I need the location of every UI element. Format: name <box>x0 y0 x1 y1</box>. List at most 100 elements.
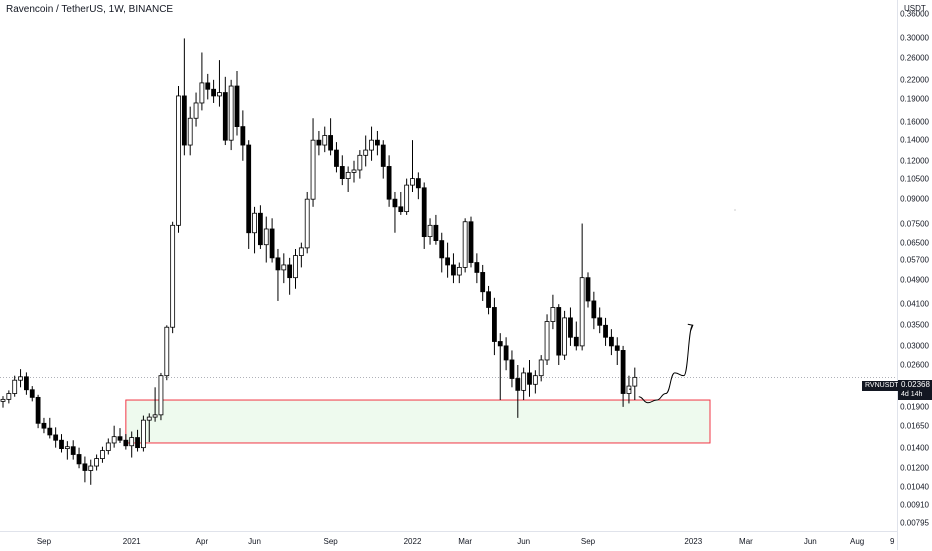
candle-body-up <box>281 264 287 271</box>
candle <box>181 38 187 156</box>
price-tick-label: 0.12000 <box>900 156 929 166</box>
candle <box>100 446 105 463</box>
candle-body-up <box>199 82 205 104</box>
candle <box>509 350 515 388</box>
candle <box>480 264 486 301</box>
candle <box>88 459 94 485</box>
candle-body-down <box>374 139 380 146</box>
candle-body-up <box>18 376 23 381</box>
candle-body-up <box>0 398 6 402</box>
last-price-value: 0.02368 <box>901 380 930 389</box>
candle-body-up <box>88 465 94 471</box>
candle-body-down <box>609 336 614 347</box>
candle <box>135 429 140 452</box>
candle-body-down <box>328 135 334 151</box>
price-tick-label: 0.00795 <box>900 518 929 528</box>
candle-body-down <box>585 277 591 302</box>
candle-body-up <box>217 92 222 97</box>
candle <box>620 345 626 407</box>
chart-area[interactable] <box>0 0 897 531</box>
candle <box>287 257 293 295</box>
candle-body-down <box>614 345 620 351</box>
candle-body-down <box>53 434 59 441</box>
candle <box>345 166 351 192</box>
time-tick-label: Mar <box>739 537 753 546</box>
candle-body-down <box>240 126 246 146</box>
price-tick-label: 0.00910 <box>900 500 929 510</box>
symbol-tag: RVNUSDT <box>862 381 902 391</box>
price-tick-label: 0.30000 <box>900 33 929 43</box>
candle-body-down <box>386 166 392 200</box>
candle <box>257 205 263 249</box>
candle-body-down <box>339 166 345 180</box>
price-tick-label: 0.05700 <box>900 255 929 265</box>
demand-zone-layer <box>125 399 711 444</box>
candle <box>263 216 269 263</box>
candlestick-chart[interactable] <box>0 0 897 531</box>
price-tick-label: 0.04900 <box>900 275 929 285</box>
price-axis[interactable]: USDT 0.36000 0.30000 0.26000 0.22000 0.19000… <box>897 0 932 550</box>
candle <box>474 253 480 284</box>
price-tick-label: 0.09000 <box>900 194 929 204</box>
candle <box>217 60 222 107</box>
time-tick-label: Jun <box>248 537 261 546</box>
candle-body-up <box>146 416 152 421</box>
price-tick-label: 0.06500 <box>900 238 929 248</box>
price-tick-label: 0.36000 <box>900 9 929 19</box>
candle <box>94 454 99 471</box>
candle <box>568 307 573 346</box>
time-tick-label: 9 <box>889 537 895 546</box>
candle <box>468 216 474 268</box>
candle <box>146 413 152 443</box>
candle <box>515 364 521 418</box>
candle-body-up <box>100 450 105 459</box>
candle-body-up <box>263 228 269 246</box>
candle <box>64 441 70 460</box>
candle-body-up <box>152 414 158 418</box>
candle-body-up <box>404 184 410 213</box>
candle-body-up <box>410 178 415 186</box>
candle-body-down <box>287 264 293 279</box>
candle-body-up <box>111 436 117 444</box>
candle <box>556 304 562 365</box>
candle <box>386 155 392 207</box>
candle <box>140 415 146 452</box>
candle <box>199 52 205 111</box>
candle <box>234 71 240 136</box>
candle-body-down <box>474 262 480 273</box>
price-tick-label: 0.07500 <box>900 219 929 229</box>
candle <box>82 456 88 483</box>
candle <box>193 92 199 127</box>
candle <box>462 218 468 273</box>
candle-body-up <box>345 171 351 180</box>
last-price-tag: 0.02368 4d 14h <box>898 380 932 400</box>
candle <box>29 386 35 402</box>
price-tick-label: 0.01200 <box>900 463 929 473</box>
candle-body-up <box>427 224 433 238</box>
candle-body-down <box>480 272 486 293</box>
candle-body-down <box>568 317 573 338</box>
candle-body-down <box>334 149 339 167</box>
candle <box>521 367 527 401</box>
candle <box>211 79 217 103</box>
candle-body-down <box>35 396 41 424</box>
candle-body-up <box>550 307 556 322</box>
candle <box>451 253 456 284</box>
candle-body-down <box>468 221 474 263</box>
chart-title: Ravencoin / TetherUS, 1W, BINANCE <box>6 4 174 15</box>
candle-body-down <box>556 307 562 356</box>
candle <box>369 126 374 161</box>
candle <box>626 375 632 404</box>
candle-body-down <box>527 372 532 385</box>
candle <box>275 248 281 301</box>
candle-body-down <box>234 85 240 127</box>
candle <box>404 178 410 215</box>
candle <box>322 126 328 153</box>
candle-body-down <box>421 187 427 238</box>
candle-body-down <box>597 317 603 326</box>
candle-body-up <box>12 379 18 394</box>
candle <box>380 140 386 179</box>
candle <box>374 130 380 156</box>
time-axis[interactable]: Sep 2021 Apr Jun Sep 2022 Mar Jun Sep 2023 Mar Jun A… <box>0 531 897 551</box>
candle <box>123 434 129 450</box>
